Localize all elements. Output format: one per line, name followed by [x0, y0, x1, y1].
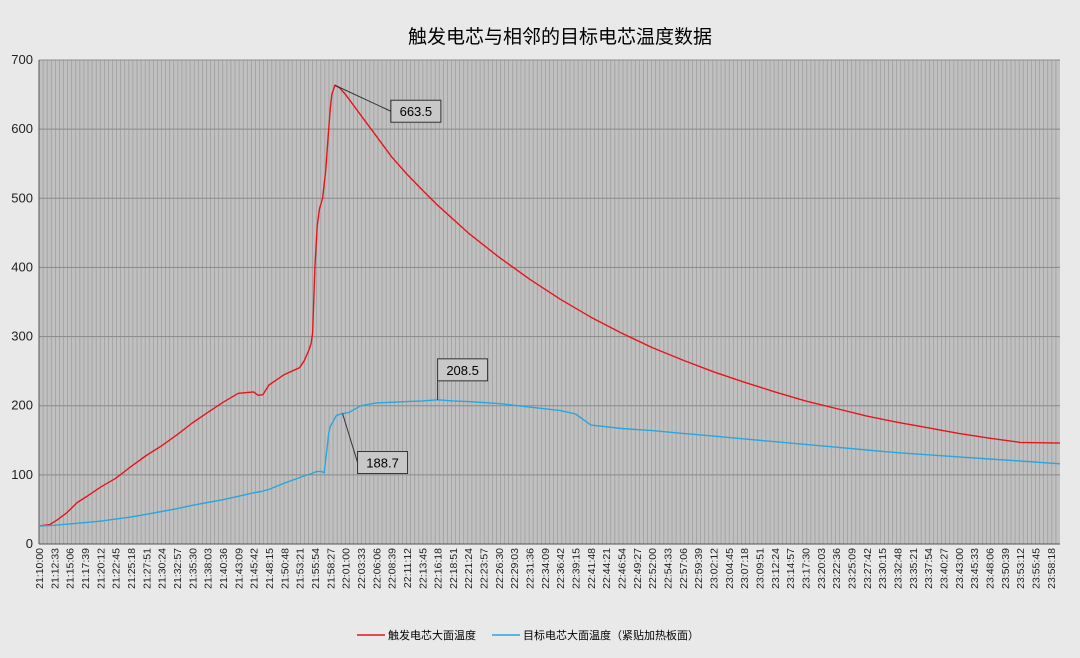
x-tick-label: 22:52:00	[647, 548, 659, 589]
x-tick-label: 22:18:51	[448, 548, 460, 589]
y-tick-label: 200	[11, 398, 33, 413]
x-tick-label: 21:20:12	[95, 548, 107, 589]
x-tick-label: 21:22:45	[111, 548, 123, 589]
x-tick-label: 23:14:57	[785, 548, 797, 589]
x-tick-label: 22:13:45	[417, 548, 429, 589]
y-tick-label: 400	[11, 259, 33, 274]
x-tick-label: 23:53:12	[1015, 548, 1027, 589]
x-tick-label: 22:59:39	[693, 548, 705, 589]
x-tick-label: 22:34:09	[540, 548, 552, 589]
grid-lines	[39, 59, 1060, 544]
x-tick-label: 23:25:09	[847, 548, 859, 589]
x-tick-label: 23:50:39	[1000, 548, 1012, 589]
callout-leader	[334, 84, 392, 112]
x-tick-label: 21:17:39	[80, 548, 92, 589]
x-tick-label: 21:25:18	[126, 548, 138, 589]
x-tick-label: 21:45:42	[249, 548, 261, 589]
callout-box	[390, 99, 442, 123]
x-tick-label: 23:20:03	[816, 548, 828, 589]
x-tick-label: 22:06:06	[371, 548, 383, 589]
x-tick-label: 21:30:24	[157, 548, 169, 589]
x-tick-label: 23:58:18	[1046, 548, 1058, 589]
x-tick-label: 23:43:00	[954, 548, 966, 589]
x-tick-label: 21:43:09	[233, 548, 245, 589]
x-tick-label: 22:11:12	[402, 548, 414, 588]
x-tick-label: 22:08:39	[387, 548, 399, 589]
x-tick-label: 22:44:21	[601, 548, 613, 589]
x-tick-label: 23:37:54	[923, 548, 935, 589]
x-tick-label: 22:21:24	[463, 548, 475, 589]
x-tick-label: 23:40:27	[938, 548, 950, 589]
x-tick-label: 21:27:51	[141, 548, 153, 589]
x-tick-label: 23:45:33	[969, 548, 981, 589]
series-line-target	[38, 399, 1061, 527]
x-tick-label: 21:35:30	[187, 548, 199, 589]
y-tick-label: 300	[11, 329, 33, 344]
axes	[38, 60, 1060, 545]
x-tick-label: 23:04:45	[724, 548, 736, 589]
x-tick-label: 22:36:42	[555, 548, 567, 589]
x-axis-ticks: 21:10:00 21:12:33 21:15:06 21:17:39 21:20:12…	[34, 548, 1058, 589]
x-tick-label: 21:38:03	[203, 548, 215, 589]
x-tick-label: 22:41:48	[586, 548, 598, 589]
callout-188.7: 188.7	[342, 413, 409, 475]
x-tick-label: 22:57:06	[678, 548, 690, 589]
x-tick-label: 22:01:00	[341, 548, 353, 589]
x-tick-label: 23:32:48	[892, 548, 904, 589]
annotations: 663.5 208.5 188.7	[334, 84, 489, 475]
y-tick-label: 0	[26, 536, 33, 551]
callout-label: 663.5	[400, 104, 433, 119]
x-tick-label: 21:32:57	[172, 548, 184, 589]
x-tick-label: 21:15:06	[65, 548, 77, 589]
callout-box	[357, 451, 409, 475]
x-tick-label: 21:58:27	[325, 548, 337, 589]
x-tick-label: 22:46:54	[617, 548, 629, 589]
x-tick-label: 21:55:54	[310, 548, 322, 589]
x-tick-label: 21:10:00	[34, 548, 46, 589]
chart-title: 触发电芯与相邻的目标电芯温度数据	[408, 26, 712, 48]
x-tick-label: 23:35:21	[908, 548, 920, 589]
x-tick-label: 22:54:33	[663, 548, 675, 589]
x-tick-label: 21:53:21	[295, 548, 307, 589]
x-tick-label: 23:30:15	[877, 548, 889, 589]
callout-208.5: 208.5	[437, 358, 489, 400]
callout-box	[437, 358, 489, 382]
callout-leader	[342, 413, 359, 463]
y-tick-label: 700	[11, 52, 33, 67]
y-axis-ticks: 0 100 200 300 400 500 600 700	[11, 52, 33, 551]
x-tick-label: 22:23:57	[479, 548, 491, 589]
x-tick-label: 23:12:24	[770, 548, 782, 589]
legend: 触发电芯大面温度 目标电芯大面温度（紧贴加热板面）	[357, 628, 699, 642]
x-tick-label: 22:03:33	[356, 548, 368, 589]
y-tick-label: 600	[11, 121, 33, 136]
x-tick-label: 23:48:06	[984, 548, 996, 589]
x-tick-label: 23:07:18	[739, 548, 751, 589]
series-lines	[38, 84, 1061, 527]
legend-label-target: 目标电芯大面温度（紧贴加热板面）	[523, 628, 699, 642]
y-tick-label: 100	[11, 467, 33, 482]
x-tick-label: 21:50:48	[279, 548, 291, 589]
x-tick-label: 23:22:36	[831, 548, 843, 589]
y-tick-label: 500	[11, 190, 33, 205]
callout-663.5: 663.5	[334, 84, 442, 123]
x-tick-label: 23:27:42	[862, 548, 874, 589]
x-tick-label: 21:48:15	[264, 548, 276, 589]
series-line-trigger	[38, 84, 1061, 527]
x-tick-label: 22:39:15	[571, 548, 583, 589]
x-tick-label: 22:29:03	[509, 548, 521, 589]
x-tick-label: 21:40:36	[218, 548, 230, 589]
callout-label: 208.5	[446, 363, 479, 378]
x-tick-label: 22:16:18	[433, 548, 445, 589]
x-tick-label: 23:17:30	[801, 548, 813, 589]
x-tick-label: 22:31:36	[525, 548, 537, 589]
x-tick-label: 23:09:51	[755, 548, 767, 589]
x-tick-label: 21:12:33	[49, 548, 61, 589]
x-tick-label: 23:55:45	[1030, 548, 1042, 589]
x-tick-label: 22:26:30	[494, 548, 506, 589]
x-tick-label: 22:49:27	[632, 548, 644, 589]
legend-label-trigger: 触发电芯大面温度	[388, 628, 476, 642]
x-tick-label: 23:02:12	[709, 548, 721, 589]
callout-label: 188.7	[366, 456, 399, 471]
